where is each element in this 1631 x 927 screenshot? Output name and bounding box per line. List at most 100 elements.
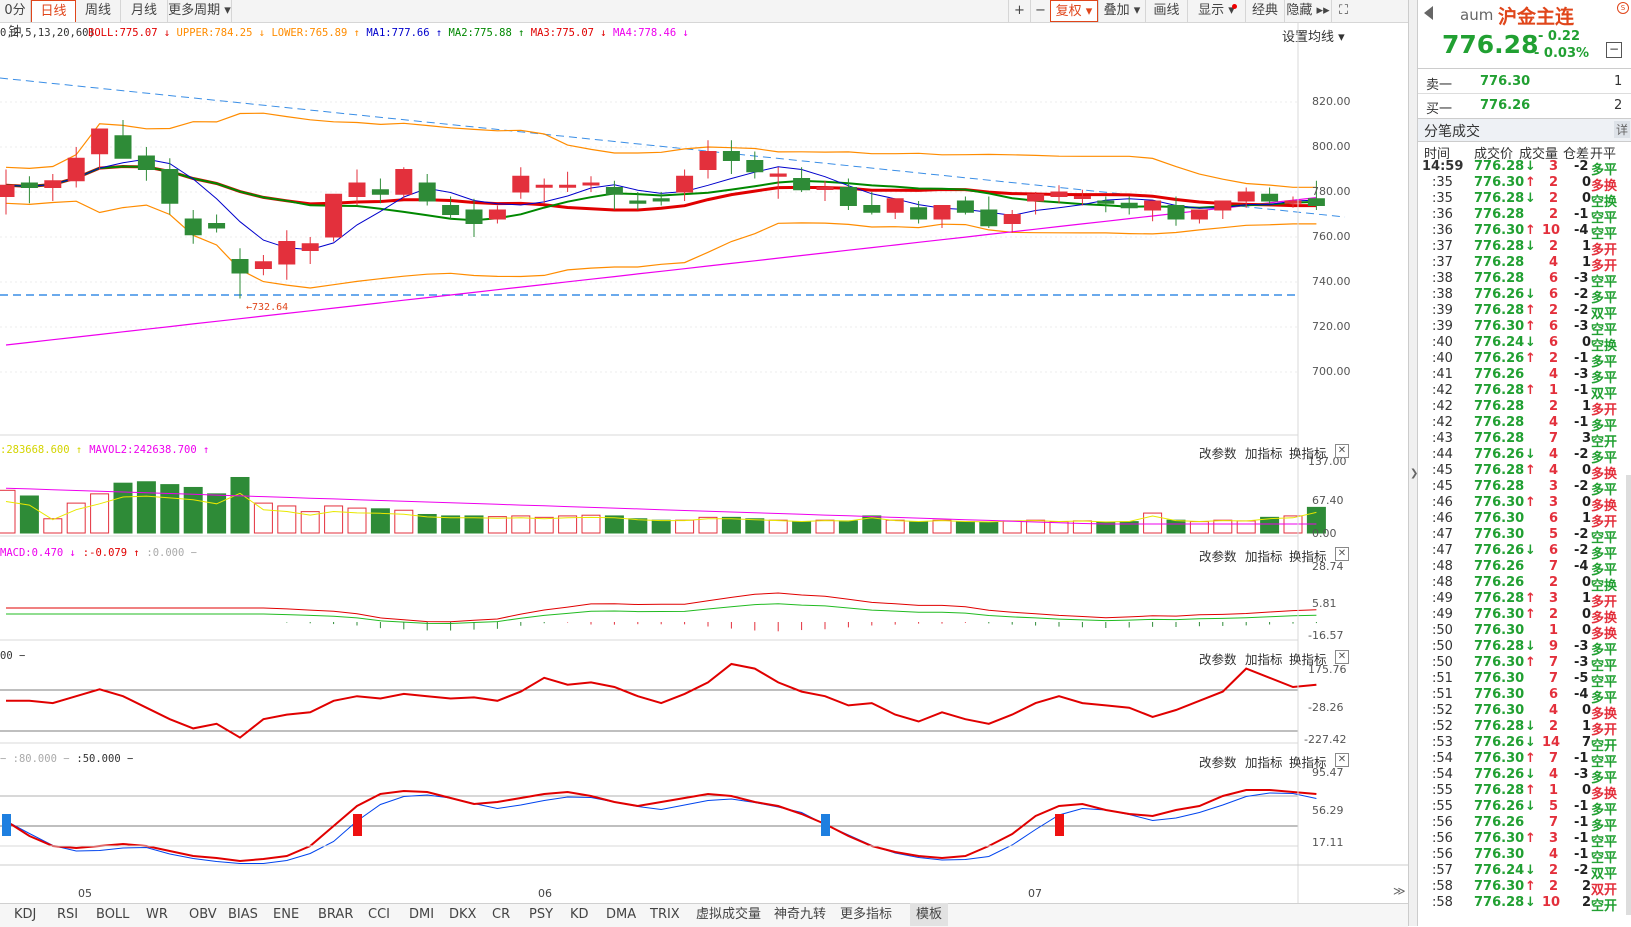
tick-direction-icon: ↓ xyxy=(1525,799,1536,814)
cci_panel-swap-indicator-button[interactable]: 换指标 xyxy=(1289,652,1327,667)
tick-price: 776.28 xyxy=(1474,639,1525,654)
tick-position-change: -5 xyxy=(1574,671,1589,686)
tick-time: :56 xyxy=(1432,815,1453,830)
collapse-handle-icon[interactable]: ❯ xyxy=(1410,468,1419,479)
tick-open-close: 多平 xyxy=(1591,803,1618,818)
indicator-tab-1[interactable]: RSI xyxy=(57,907,79,922)
tick-direction-icon: ↓ xyxy=(1525,543,1536,558)
macd_panel-add-indicator-button[interactable]: 加指标 xyxy=(1245,549,1283,564)
tick-time: :51 xyxy=(1432,687,1453,702)
candle-body-9 xyxy=(208,223,226,229)
tick-open-close: 多换 xyxy=(1591,611,1618,626)
ticks-col-0: 时间 xyxy=(1424,147,1451,162)
cci_panel-add-indicator-button[interactable]: 加指标 xyxy=(1245,652,1283,667)
tick-price: 776.28 xyxy=(1474,399,1525,414)
indicator-tab-12[interactable]: PSY xyxy=(529,907,554,922)
ticks-title-bar xyxy=(1418,118,1631,142)
indicator-tab-14[interactable]: DMA xyxy=(606,907,637,922)
tick-volume: 4 xyxy=(1549,767,1559,782)
collapse-button[interactable]: − xyxy=(1606,42,1622,58)
indicator-tab-3[interactable]: WR xyxy=(146,907,168,922)
tick-open-close: 多平 xyxy=(1591,771,1618,786)
period-tab-3[interactable]: 月线 xyxy=(121,0,168,22)
kd-k-line xyxy=(5,789,1317,863)
kd_panel-change-params-button[interactable]: 改参数 xyxy=(1199,755,1237,770)
period-tab-1[interactable]: 日线 xyxy=(31,0,76,22)
cci_panel-tick-1: -28.26 xyxy=(1308,701,1344,714)
tick-volume: 4 xyxy=(1549,447,1559,462)
candle-body-5 xyxy=(114,135,132,159)
panel-splitter[interactable] xyxy=(1408,0,1418,926)
macd_panel-change-params-button[interactable]: 改参数 xyxy=(1199,549,1237,564)
cci_panel-change-params-button[interactable]: 改参数 xyxy=(1199,652,1237,667)
indicator-tab-10[interactable]: DKX xyxy=(449,907,477,922)
indicator-tab-8[interactable]: CCI xyxy=(368,907,390,922)
tick-time: :45 xyxy=(1432,463,1453,478)
tick-row: :51 776.30 7 -5 空平 xyxy=(1418,671,1631,690)
indicator-tab-6[interactable]: ENE xyxy=(273,907,300,922)
ticks-scrollbar[interactable] xyxy=(1626,475,1631,915)
volume-bar-42 xyxy=(979,521,999,534)
toolbar-button-8[interactable]: ⛶ xyxy=(1331,0,1355,22)
kd_panel-close-icon[interactable]: ✕ xyxy=(1335,753,1349,767)
price-tick-2: 780.00 xyxy=(1312,185,1351,198)
macd_panel-swap-indicator-button[interactable]: 换指标 xyxy=(1289,549,1327,564)
macd_panel-close-icon[interactable]: ✕ xyxy=(1335,547,1349,561)
toolbar-button-3[interactable]: 叠加 ▾ xyxy=(1098,0,1145,22)
indicator-tab-16[interactable]: 虚拟成交量 xyxy=(696,907,762,922)
indicator-tab-4[interactable]: OBV xyxy=(189,907,217,922)
toolbar-button-6[interactable]: 经典 xyxy=(1245,0,1284,22)
tick-time: :36 xyxy=(1432,207,1453,222)
kd_panel-swap-indicator-button[interactable]: 换指标 xyxy=(1289,755,1327,770)
toolbar-button-1[interactable]: − xyxy=(1030,0,1050,22)
ticks-detail-button[interactable]: 详 xyxy=(1614,121,1631,138)
tick-position-change: -3 xyxy=(1574,319,1589,334)
candle-body-1 xyxy=(20,182,38,188)
toolbar-button-2[interactable]: 复权 ▾ xyxy=(1050,0,1098,22)
indicator-tab-18[interactable]: 更多指标 xyxy=(840,907,893,922)
tick-row: :56 776.30 ↑ 3 -1 空平 xyxy=(1418,831,1631,850)
tick-position-change: -1 xyxy=(1574,815,1589,830)
volume-bar-3 xyxy=(66,502,86,534)
candle-body-29 xyxy=(676,175,694,193)
indicator-tab-0[interactable]: KDJ xyxy=(14,907,37,922)
indicator-tab-17[interactable]: 神奇九转 xyxy=(774,907,827,922)
indicator-tab-7[interactable]: BRAR xyxy=(318,907,354,922)
tick-row: :42 776.28 2 1 多开 xyxy=(1418,399,1631,418)
toolbar-button-0[interactable]: + xyxy=(1008,0,1030,22)
kd_panel-add-indicator-button[interactable]: 加指标 xyxy=(1245,755,1283,770)
indicator-tab-9[interactable]: DMI xyxy=(409,907,435,922)
scroll-right-icon[interactable]: ≫ xyxy=(1393,884,1406,898)
candle-body-56 xyxy=(1307,198,1325,206)
period-tab-4[interactable]: 更多周期 ▾ xyxy=(168,0,232,22)
candle-body-52 xyxy=(1214,200,1232,211)
tick-open-close: 多平 xyxy=(1591,355,1618,370)
vol_panel-swap-indicator-button[interactable]: 换指标 xyxy=(1289,446,1327,461)
indicator-tab-2[interactable]: BOLL xyxy=(96,907,130,922)
candle-body-44 xyxy=(1027,193,1045,202)
indicator-tab-11[interactable]: CR xyxy=(492,907,511,922)
volume-bar-34 xyxy=(792,521,812,534)
toolbar-button-7[interactable]: 隐藏 ▸▸ xyxy=(1284,0,1331,22)
volume-bar-51 xyxy=(1189,521,1209,534)
tick-volume: 2 xyxy=(1549,607,1559,622)
toolbar-button-5[interactable]: 显示 ▾ xyxy=(1187,0,1245,22)
vol_panel-add-indicator-button[interactable]: 加指标 xyxy=(1245,446,1283,461)
indicator-tab-15[interactable]: TRIX xyxy=(650,907,680,922)
tick-volume: 7 xyxy=(1549,671,1559,686)
candle-body-51 xyxy=(1190,209,1208,220)
indicator-tab-13[interactable]: KD xyxy=(570,907,589,922)
vol_panel-close-icon[interactable]: ✕ xyxy=(1335,444,1349,458)
toolbar-button-4[interactable]: 画线 xyxy=(1145,0,1187,22)
candle-body-12 xyxy=(278,241,296,265)
period-tab-2[interactable]: 周线 xyxy=(76,0,121,22)
indicator-tab-bar xyxy=(0,903,1408,927)
cci_panel-close-icon[interactable]: ✕ xyxy=(1335,650,1349,664)
indicator-tab-5[interactable]: BIAS xyxy=(228,907,258,922)
tick-time: :42 xyxy=(1432,383,1453,398)
indicator-tab-19[interactable]: 模板 xyxy=(910,903,949,926)
period-tab-0[interactable]: 0分钟 xyxy=(0,0,31,40)
tick-time: :50 xyxy=(1432,623,1453,638)
prev-contract-icon[interactable] xyxy=(1424,6,1433,20)
vol_panel-change-params-button[interactable]: 改参数 xyxy=(1199,446,1237,461)
